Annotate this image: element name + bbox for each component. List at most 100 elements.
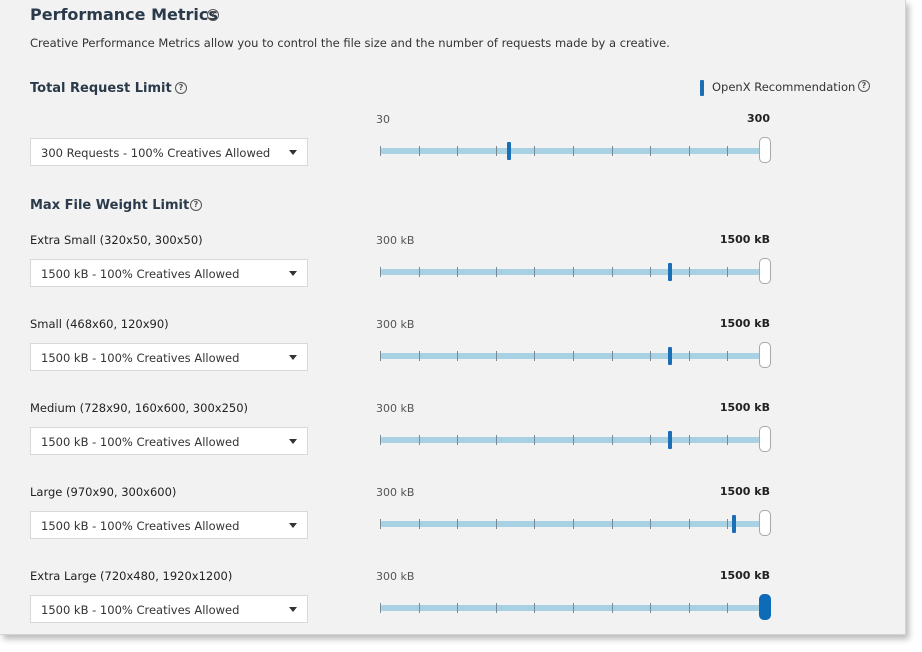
slider-tick bbox=[573, 351, 574, 361]
slider-handle[interactable] bbox=[759, 594, 771, 620]
slider-tick bbox=[496, 267, 497, 277]
file-weight-select-value: 1500 kB - 100% Creatives Allowed bbox=[41, 435, 240, 449]
slider-tick bbox=[689, 435, 690, 445]
slider-handle[interactable] bbox=[759, 342, 771, 368]
slider-tick bbox=[612, 603, 613, 613]
slider-max-label: 1500 kB bbox=[719, 569, 770, 582]
slider-min-label: 300 kB bbox=[376, 318, 415, 331]
slider-tick bbox=[496, 603, 497, 613]
slider-handle[interactable] bbox=[759, 258, 771, 284]
request-limit-select[interactable]: 300 Requests - 100% Creatives Allowed bbox=[30, 138, 308, 166]
slider-tick bbox=[419, 603, 420, 613]
slider-tick bbox=[612, 267, 613, 277]
file-weight-slider-medium[interactable] bbox=[380, 426, 771, 452]
file-weight-select-extra-large[interactable]: 1500 kB - 100% Creatives Allowed bbox=[30, 595, 308, 623]
slider-tick bbox=[650, 519, 651, 529]
slider-max-label: 1500 kB bbox=[719, 485, 770, 498]
slider-tick bbox=[419, 267, 420, 277]
slider-min-label: 300 kB bbox=[376, 402, 415, 415]
slider-tick bbox=[496, 519, 497, 529]
slider-tick bbox=[457, 603, 458, 613]
slider-tick bbox=[573, 267, 574, 277]
recommendation-legend-swatch bbox=[700, 80, 704, 96]
slider-tick bbox=[650, 267, 651, 277]
slider-tick bbox=[419, 146, 420, 156]
chevron-down-icon bbox=[289, 607, 297, 612]
slider-tick bbox=[573, 146, 574, 156]
section-title-request-limit: Total Request Limit bbox=[30, 81, 172, 96]
recommendation-legend-label: OpenX Recommendation bbox=[712, 80, 856, 94]
slider-tick bbox=[419, 435, 420, 445]
slider-tick bbox=[534, 146, 535, 156]
slider-tick bbox=[650, 351, 651, 361]
slider-tick bbox=[650, 603, 651, 613]
slider-min-label: 300 kB bbox=[376, 570, 415, 583]
chevron-down-icon bbox=[289, 439, 297, 444]
request-limit-slider[interactable] bbox=[380, 137, 771, 163]
recommendation-marker bbox=[732, 515, 736, 533]
slider-tick bbox=[534, 603, 535, 613]
recommendation-marker bbox=[507, 142, 511, 160]
file-weight-slider-large[interactable] bbox=[380, 510, 771, 536]
slider-tick bbox=[534, 267, 535, 277]
slider-tick bbox=[380, 267, 381, 277]
file-weight-row-label: Extra Small (320x50, 300x50) bbox=[30, 233, 203, 247]
slider-max-label: 1500 kB bbox=[719, 317, 770, 330]
slider-handle[interactable] bbox=[759, 426, 771, 452]
chevron-down-icon bbox=[289, 271, 297, 276]
recommendation-marker bbox=[668, 431, 672, 449]
slider-tick bbox=[534, 519, 535, 529]
slider-max-label: 1500 kB bbox=[719, 401, 770, 414]
slider-tick bbox=[534, 351, 535, 361]
slider-min-label: 30 bbox=[376, 113, 390, 126]
chevron-down-icon bbox=[289, 355, 297, 360]
slider-tick bbox=[457, 519, 458, 529]
question-circle-icon[interactable]: ? bbox=[190, 199, 202, 211]
slider-max-label: 300 bbox=[747, 112, 770, 125]
slider-tick bbox=[650, 435, 651, 445]
slider-tick bbox=[380, 603, 381, 613]
recommendation-marker bbox=[668, 263, 672, 281]
slider-tick bbox=[419, 351, 420, 361]
slider-tick bbox=[727, 267, 728, 277]
file-weight-row-label: Large (970x90, 300x600) bbox=[30, 485, 177, 499]
slider-min-label: 300 kB bbox=[376, 486, 415, 499]
file-weight-select-medium[interactable]: 1500 kB - 100% Creatives Allowed bbox=[30, 427, 308, 455]
file-weight-select-small[interactable]: 1500 kB - 100% Creatives Allowed bbox=[30, 343, 308, 371]
section-title-file-weight: Max File Weight Limit bbox=[30, 198, 190, 213]
slider-tick bbox=[612, 519, 613, 529]
slider-handle[interactable] bbox=[759, 510, 771, 536]
slider-tick bbox=[612, 351, 613, 361]
slider-tick bbox=[380, 146, 381, 156]
slider-tick bbox=[457, 435, 458, 445]
file-weight-select-value: 1500 kB - 100% Creatives Allowed bbox=[41, 519, 240, 533]
slider-tick bbox=[612, 146, 613, 156]
slider-tick bbox=[689, 603, 690, 613]
question-circle-icon[interactable]: ? bbox=[175, 82, 187, 94]
slider-tick bbox=[457, 267, 458, 277]
file-weight-select-extra-small[interactable]: 1500 kB - 100% Creatives Allowed bbox=[30, 259, 308, 287]
slider-tick bbox=[573, 519, 574, 529]
slider-tick bbox=[689, 146, 690, 156]
slider-handle[interactable] bbox=[759, 137, 771, 163]
recommendation-marker bbox=[668, 347, 672, 365]
question-circle-icon[interactable]: ? bbox=[207, 9, 219, 21]
file-weight-slider-extra-small[interactable] bbox=[380, 258, 771, 284]
slider-tick bbox=[496, 146, 497, 156]
slider-tick bbox=[689, 267, 690, 277]
slider-tick bbox=[689, 351, 690, 361]
chevron-down-icon bbox=[289, 523, 297, 528]
file-weight-slider-extra-large[interactable] bbox=[380, 594, 771, 620]
slider-tick bbox=[689, 519, 690, 529]
file-weight-select-large[interactable]: 1500 kB - 100% Creatives Allowed bbox=[30, 511, 308, 539]
slider-max-label: 1500 kB bbox=[719, 233, 770, 246]
slider-tick bbox=[380, 519, 381, 529]
question-circle-icon[interactable]: ? bbox=[858, 80, 870, 92]
slider-tick bbox=[496, 435, 497, 445]
slider-tick bbox=[573, 435, 574, 445]
file-weight-slider-small[interactable] bbox=[380, 342, 771, 368]
request-limit-select-value: 300 Requests - 100% Creatives Allowed bbox=[41, 146, 271, 160]
slider-tick bbox=[727, 603, 728, 613]
slider-min-label: 300 kB bbox=[376, 234, 415, 247]
performance-metrics-panel: Performance Metrics ? Creative Performan… bbox=[0, 0, 906, 635]
